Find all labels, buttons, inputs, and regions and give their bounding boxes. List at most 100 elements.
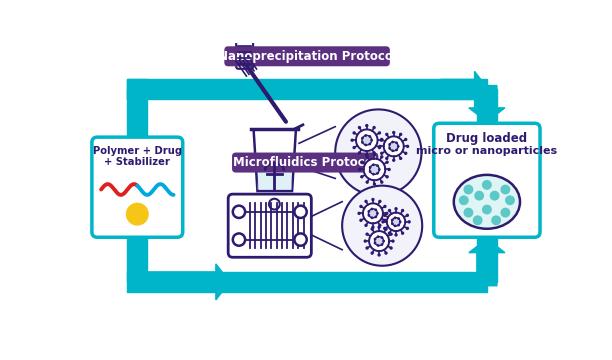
Circle shape	[464, 185, 472, 194]
FancyBboxPatch shape	[225, 46, 390, 66]
Circle shape	[388, 231, 391, 235]
Circle shape	[399, 157, 402, 160]
Circle shape	[372, 151, 376, 154]
FancyBboxPatch shape	[232, 153, 378, 172]
Circle shape	[394, 207, 398, 211]
Circle shape	[501, 208, 510, 217]
Circle shape	[391, 141, 394, 143]
Circle shape	[369, 231, 389, 251]
Circle shape	[380, 152, 384, 155]
Circle shape	[358, 126, 361, 129]
Circle shape	[360, 161, 364, 164]
Circle shape	[384, 251, 388, 255]
Circle shape	[364, 224, 368, 227]
Circle shape	[384, 228, 388, 231]
Circle shape	[378, 225, 381, 229]
Circle shape	[294, 233, 307, 246]
Circle shape	[483, 181, 491, 189]
FancyBboxPatch shape	[245, 195, 304, 213]
Circle shape	[460, 196, 468, 204]
Circle shape	[483, 205, 491, 214]
Circle shape	[385, 157, 389, 160]
Circle shape	[399, 220, 401, 223]
Circle shape	[370, 165, 379, 174]
Circle shape	[492, 216, 501, 225]
Circle shape	[392, 131, 395, 134]
Circle shape	[397, 145, 400, 148]
Circle shape	[376, 172, 379, 175]
Circle shape	[364, 134, 367, 137]
Circle shape	[381, 220, 385, 224]
Circle shape	[391, 149, 394, 152]
Circle shape	[391, 219, 394, 221]
Circle shape	[358, 151, 361, 154]
Circle shape	[335, 109, 422, 195]
Circle shape	[490, 192, 499, 200]
Circle shape	[370, 216, 373, 219]
Circle shape	[358, 168, 362, 171]
Circle shape	[383, 213, 386, 217]
Bar	[127, 237, 147, 282]
Polygon shape	[469, 239, 505, 286]
Text: Microfluidics Protocol: Microfluidics Protocol	[233, 156, 377, 169]
Circle shape	[385, 133, 389, 136]
Circle shape	[392, 218, 400, 226]
Circle shape	[362, 135, 371, 145]
Circle shape	[395, 149, 398, 151]
Circle shape	[365, 155, 369, 158]
Circle shape	[404, 152, 408, 155]
Circle shape	[383, 227, 386, 230]
Circle shape	[384, 136, 404, 156]
Circle shape	[386, 175, 389, 179]
Polygon shape	[258, 156, 292, 189]
Circle shape	[342, 186, 422, 266]
Circle shape	[372, 126, 376, 129]
Circle shape	[383, 219, 387, 222]
Circle shape	[294, 206, 307, 218]
Text: + Stabilizer: + Stabilizer	[105, 157, 170, 167]
Circle shape	[464, 208, 472, 217]
Text: Drug loaded: Drug loaded	[446, 132, 528, 145]
Circle shape	[395, 141, 398, 144]
FancyBboxPatch shape	[434, 123, 540, 237]
Circle shape	[394, 216, 397, 219]
Circle shape	[359, 219, 363, 222]
Circle shape	[397, 217, 400, 220]
Circle shape	[386, 161, 389, 164]
Polygon shape	[147, 264, 230, 300]
Circle shape	[382, 240, 385, 243]
Circle shape	[368, 209, 378, 218]
Circle shape	[371, 198, 375, 201]
FancyBboxPatch shape	[236, 36, 253, 69]
Circle shape	[364, 200, 368, 203]
Circle shape	[378, 224, 381, 227]
Circle shape	[387, 168, 391, 171]
Polygon shape	[253, 130, 296, 191]
Circle shape	[397, 224, 400, 226]
Circle shape	[379, 139, 383, 142]
Circle shape	[377, 244, 379, 247]
Circle shape	[364, 239, 367, 243]
Circle shape	[127, 203, 148, 225]
Circle shape	[372, 173, 375, 176]
Circle shape	[375, 216, 377, 218]
FancyBboxPatch shape	[92, 137, 183, 237]
Circle shape	[360, 175, 364, 179]
Circle shape	[374, 238, 376, 240]
Circle shape	[501, 185, 510, 194]
Circle shape	[404, 138, 408, 141]
Circle shape	[363, 203, 383, 223]
Circle shape	[368, 143, 371, 145]
Circle shape	[378, 253, 381, 257]
Circle shape	[361, 137, 364, 140]
Circle shape	[368, 170, 371, 173]
Circle shape	[380, 138, 384, 141]
Text: Nanoprecipitation Protocol: Nanoprecipitation Protocol	[218, 50, 397, 63]
Circle shape	[388, 147, 391, 150]
Bar	[127, 89, 147, 137]
Circle shape	[389, 233, 393, 236]
Circle shape	[376, 164, 379, 167]
Circle shape	[353, 146, 356, 149]
Circle shape	[392, 158, 395, 162]
Circle shape	[372, 163, 375, 166]
